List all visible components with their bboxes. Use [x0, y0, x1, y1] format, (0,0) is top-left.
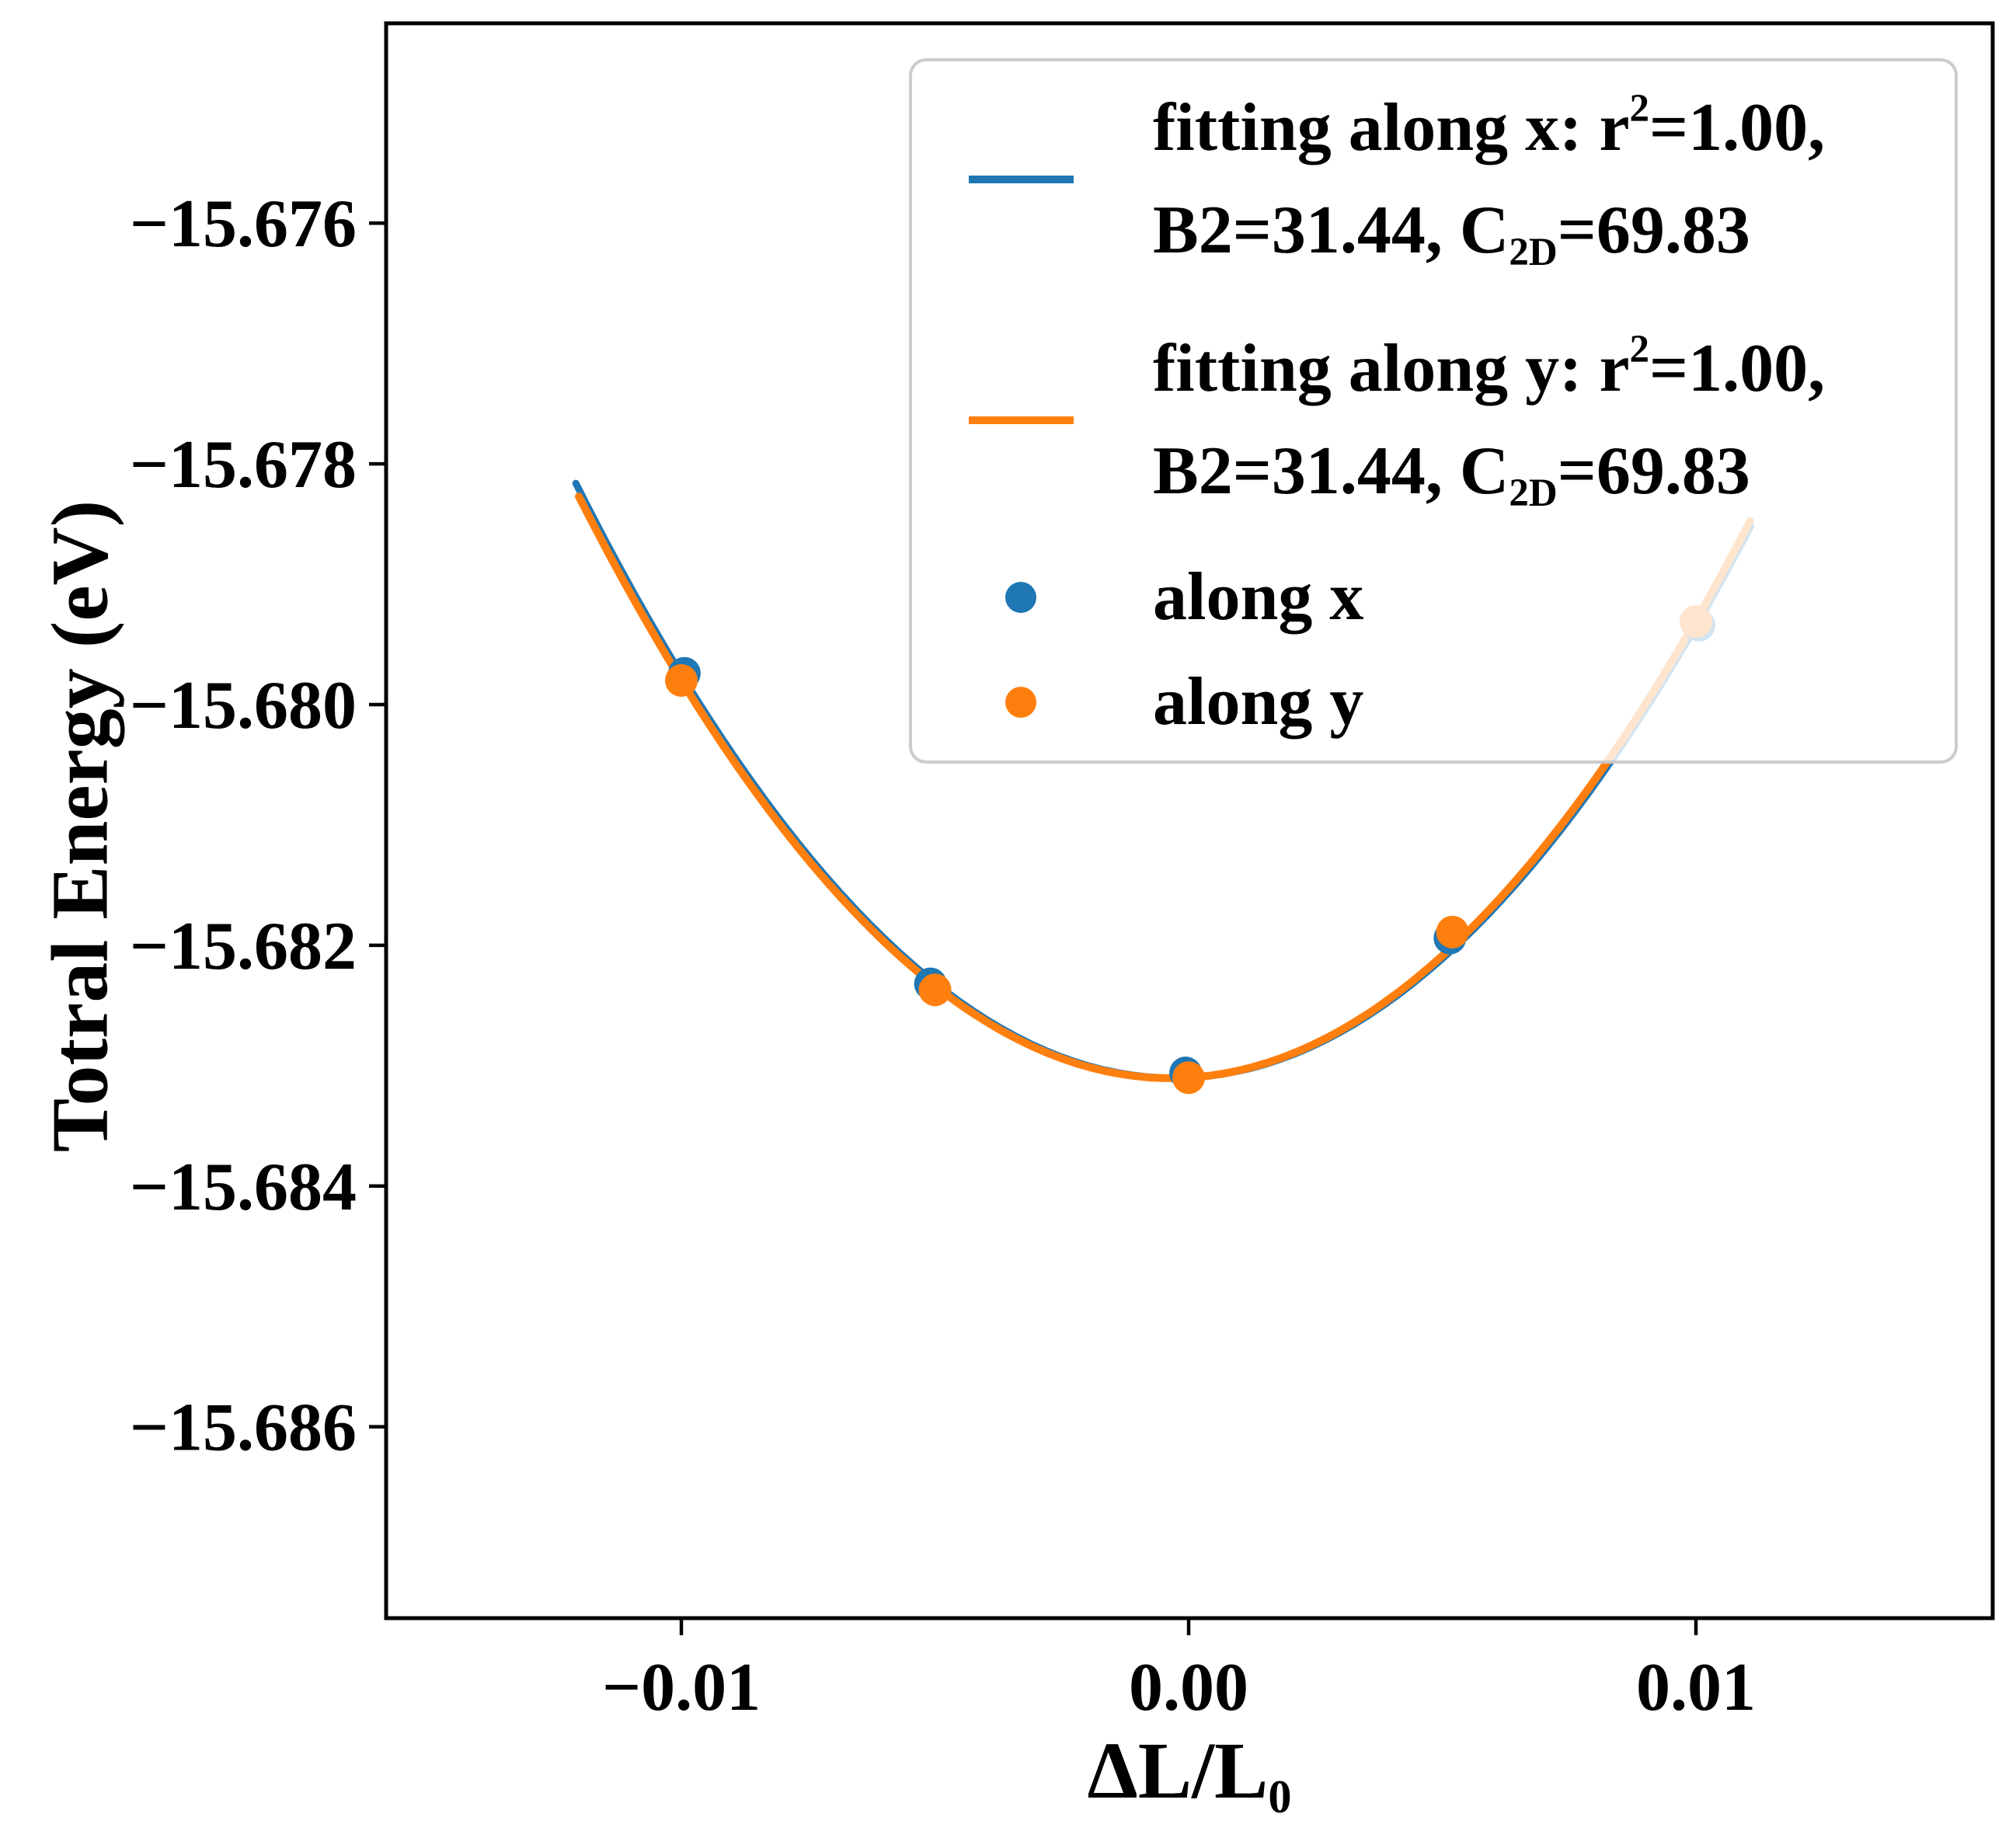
along-x-dot-swatch: [1005, 582, 1036, 613]
y-tick-label: −15.678: [130, 427, 357, 503]
scatter-point-along-y: [1436, 915, 1469, 949]
y-axis-label: Totral Energy (eV): [35, 500, 125, 1153]
y-tick-label: −15.684: [130, 1150, 357, 1225]
scatter-point-along-y: [918, 973, 952, 1007]
scatter-point-along-y: [1172, 1061, 1206, 1095]
x-tick-label: −0.01: [602, 1650, 761, 1725]
legend-label-along-y: along y: [1153, 664, 1364, 740]
x-tick-label: 0.01: [1636, 1650, 1756, 1725]
legend-entry-fit-x: fitting along x: r2=1.00, B2=31.44, C2D=6…: [912, 77, 1955, 282]
fit-curve-y: [575, 493, 1754, 1082]
x-axis-label: ΔL/L0: [1087, 1726, 1292, 1824]
x-tick-label: 0.00: [1129, 1650, 1248, 1725]
legend-entry-fit-y: fitting along y: r2=1.00, B2=31.44, C2D=6…: [912, 318, 1955, 523]
legend-entry-along-x: along x: [912, 547, 1955, 648]
y-tick-label: −15.680: [130, 668, 357, 743]
legend: fitting along x: r2=1.00, B2=31.44, C2D=6…: [909, 58, 1958, 764]
legend-entry-along-y: along y: [912, 652, 1955, 753]
y-tick-label: −15.686: [130, 1391, 357, 1466]
y-tick-label: −15.682: [130, 909, 357, 984]
fit-y-line-swatch: [968, 416, 1074, 424]
legend-label-fit-y: fitting along y: r2=1.00, B2=31.44, C2D=6…: [1153, 328, 1826, 516]
fit-x-line-swatch: [968, 176, 1074, 183]
y-tick-label: −15.676: [130, 186, 357, 262]
legend-label-fit-x: fitting along x: r2=1.00, B2=31.44, C2D=6…: [1153, 87, 1826, 275]
legend-label-along-x: along x: [1153, 559, 1364, 635]
scatter-point-along-y: [665, 663, 698, 697]
along-y-dot-swatch: [1005, 687, 1036, 718]
